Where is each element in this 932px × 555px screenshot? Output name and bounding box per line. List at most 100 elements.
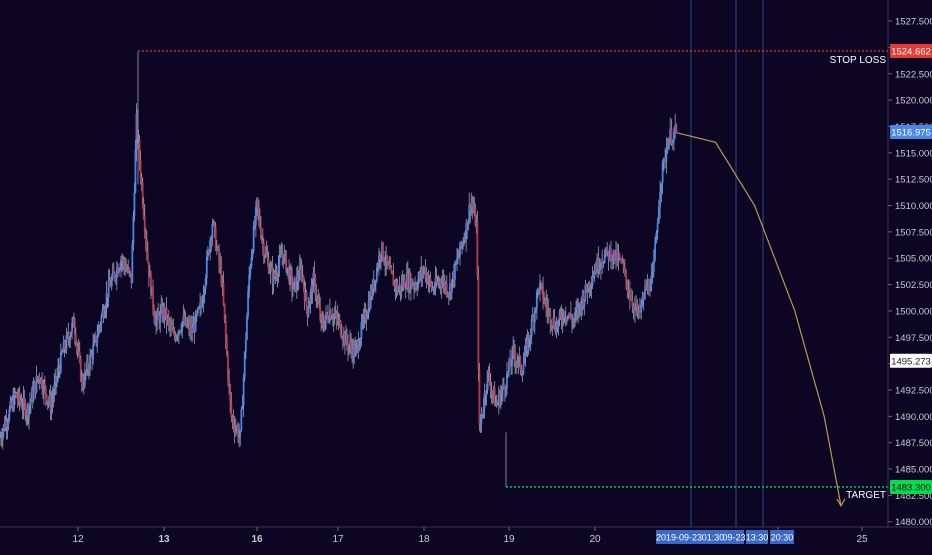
candle-body xyxy=(294,278,296,283)
candle-body xyxy=(625,270,627,281)
candle-body xyxy=(61,351,64,353)
candle-body xyxy=(406,273,409,289)
candle-body xyxy=(9,401,12,410)
candle-body xyxy=(206,250,209,257)
candle-body xyxy=(240,409,243,431)
candle-body xyxy=(652,260,655,272)
candle-body xyxy=(393,281,396,286)
candle-body xyxy=(474,208,477,226)
candle-body xyxy=(78,351,81,359)
candle-body xyxy=(107,280,110,298)
candle-body xyxy=(397,289,400,292)
candle-body xyxy=(175,335,178,340)
candle-body xyxy=(267,259,270,273)
y-tick-label: 1502.500 xyxy=(895,280,932,291)
candle-body xyxy=(64,349,67,350)
candle-body xyxy=(31,390,34,400)
candle-body xyxy=(361,322,364,323)
candle-body xyxy=(664,158,667,162)
candle-body xyxy=(430,282,433,289)
candle-body xyxy=(311,285,314,293)
candle-body xyxy=(511,349,513,366)
candle-body xyxy=(38,376,41,380)
candle-body xyxy=(488,373,491,383)
candle-body xyxy=(180,330,183,332)
candle-body xyxy=(299,266,302,268)
candle-body xyxy=(79,358,82,381)
candle-body xyxy=(220,265,223,284)
candle-body xyxy=(467,220,470,230)
stop-loss-label: STOP LOSS xyxy=(830,55,887,66)
target-price-tag-bg xyxy=(890,479,932,494)
candle-body xyxy=(243,352,246,378)
candle-body xyxy=(184,317,187,324)
candle-body xyxy=(297,279,300,281)
candle-body xyxy=(114,277,117,279)
candle-body xyxy=(336,317,339,322)
candle-body xyxy=(80,377,83,381)
candle-body xyxy=(635,303,638,307)
candle-body xyxy=(44,383,46,387)
candle-body xyxy=(579,303,582,305)
candle-body xyxy=(130,272,133,283)
candle-body xyxy=(372,281,375,289)
candle-body xyxy=(259,215,261,228)
candle-body xyxy=(218,249,220,263)
candle-body xyxy=(365,317,368,321)
candle-body xyxy=(577,307,580,314)
candle-body xyxy=(165,307,168,322)
candle-body xyxy=(466,223,469,230)
candle-body xyxy=(334,312,337,316)
candle-body xyxy=(434,277,437,290)
candle-body xyxy=(621,261,624,263)
candle-body xyxy=(482,408,485,415)
time-axis[interactable]: 121316171819202425 xyxy=(0,526,932,545)
candle-body xyxy=(472,207,475,212)
candle-body xyxy=(462,243,464,244)
candle-body xyxy=(238,435,241,438)
candle-body xyxy=(380,254,382,260)
candle-body xyxy=(154,317,156,326)
candle-body xyxy=(545,300,548,307)
candle-body xyxy=(603,254,606,263)
candle-body xyxy=(219,262,222,266)
candle-body xyxy=(367,301,370,315)
candle-body xyxy=(402,279,405,287)
candle-body xyxy=(355,344,358,349)
candle-body xyxy=(151,286,153,296)
candle-body xyxy=(381,242,383,255)
candle-body xyxy=(349,342,351,346)
candle-body xyxy=(105,293,108,308)
candle-body xyxy=(49,395,52,412)
candle-body xyxy=(533,310,536,323)
candle-body xyxy=(515,362,518,363)
candle-body xyxy=(505,388,507,391)
candle-body xyxy=(129,271,132,273)
candle-body xyxy=(348,345,350,350)
candle-body xyxy=(655,233,658,244)
candle-body xyxy=(547,310,550,312)
candle-body xyxy=(47,401,50,402)
date-tag: 01:30 xyxy=(702,533,725,543)
candle-body xyxy=(400,282,403,291)
candle-body xyxy=(0,437,2,440)
candle-body xyxy=(413,285,415,288)
candle-body xyxy=(590,284,593,286)
candle-body xyxy=(440,283,443,287)
x-tick-label: 16 xyxy=(251,534,263,545)
candle-body xyxy=(668,138,670,150)
candle-body xyxy=(357,341,360,350)
candle-body xyxy=(248,274,251,292)
candle-body xyxy=(115,267,118,279)
candle-body xyxy=(257,198,259,209)
candle-body xyxy=(389,267,392,269)
candle-body xyxy=(431,288,434,290)
candle-body xyxy=(8,409,11,420)
candle-body xyxy=(244,339,247,353)
price-axis[interactable]: 1527.5001525.0001522.5001520.0001517.500… xyxy=(887,0,932,550)
candle-body xyxy=(277,265,280,277)
candle-body xyxy=(95,336,98,343)
candle-body xyxy=(195,313,198,315)
